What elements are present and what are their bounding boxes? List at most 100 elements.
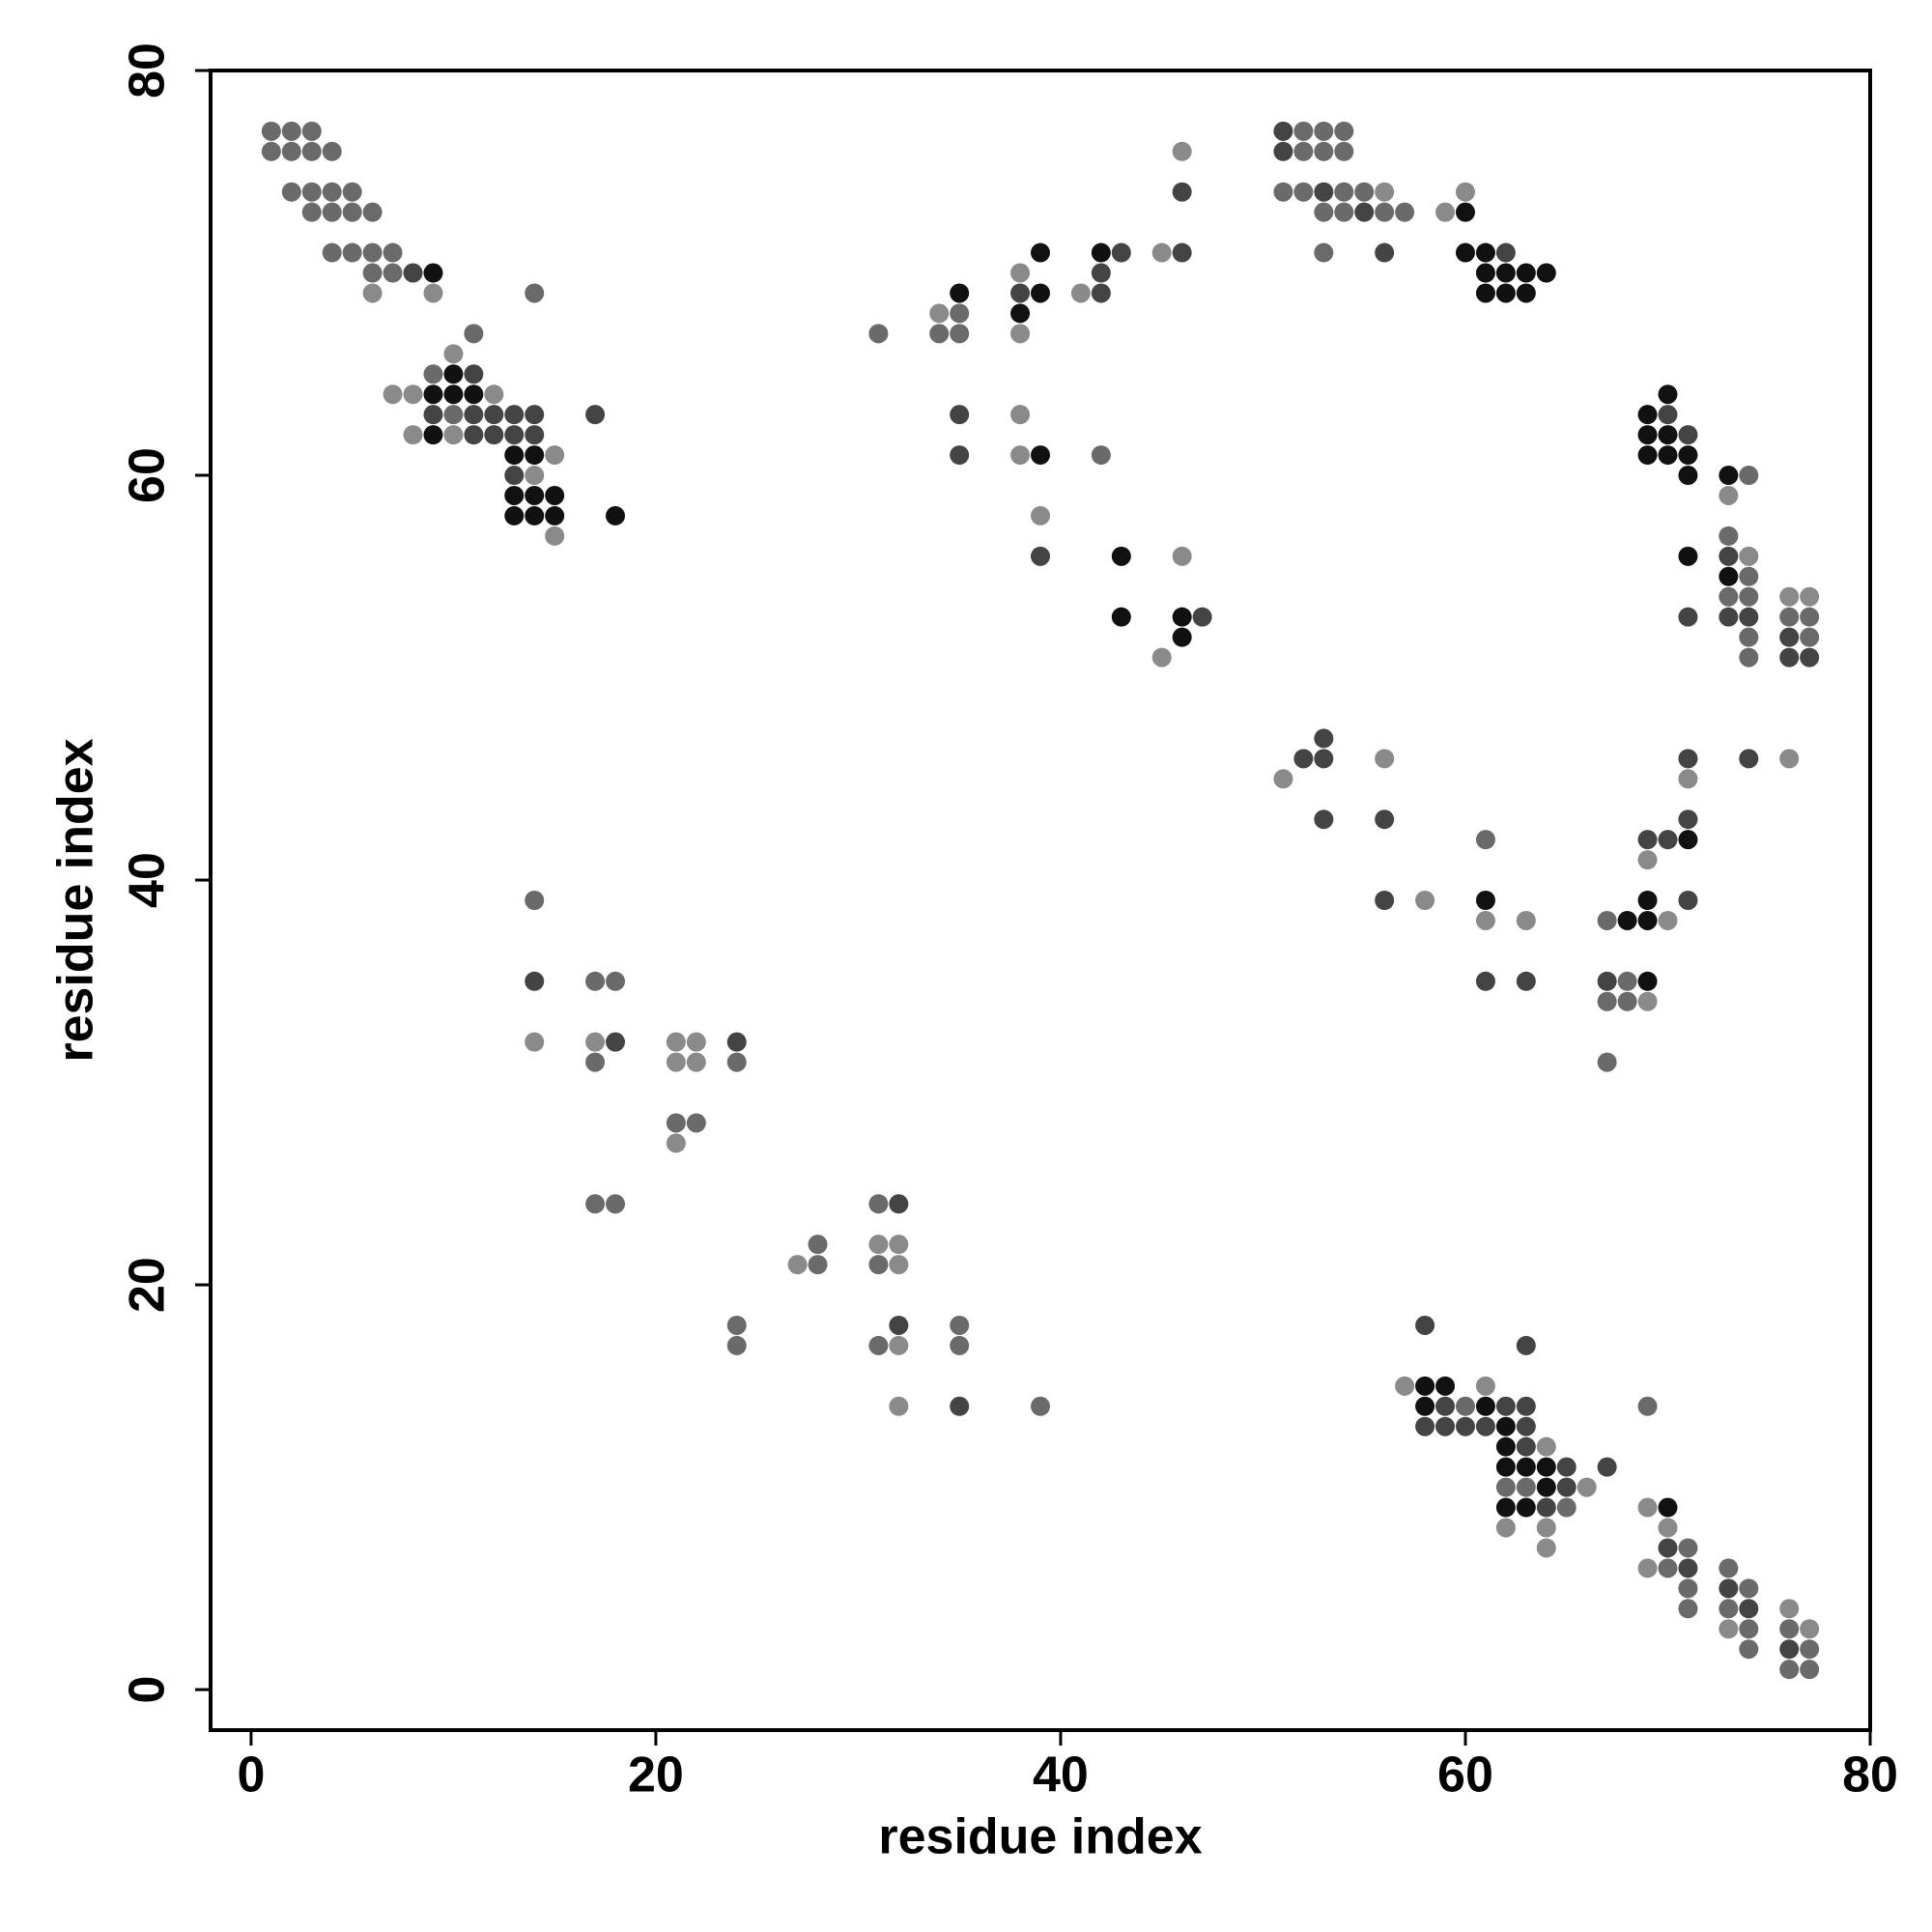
contact-point	[423, 283, 443, 303]
contact-point	[423, 405, 443, 425]
contact-point	[1779, 1599, 1800, 1619]
contact-point	[1739, 566, 1759, 586]
contact-point	[1010, 283, 1031, 303]
contact-point	[1516, 971, 1536, 991]
contact-point	[1800, 607, 1820, 627]
contact-point	[889, 1235, 909, 1255]
contact-point	[950, 324, 970, 344]
contact-point	[1536, 1436, 1556, 1457]
contact-point	[1495, 1436, 1516, 1457]
contact-point	[1314, 121, 1334, 141]
contact-point	[1637, 891, 1658, 910]
contact-point	[1010, 324, 1031, 344]
contact-point	[1435, 1416, 1456, 1436]
contact-point	[666, 1032, 686, 1052]
contact-point	[443, 344, 464, 364]
contact-point	[1395, 1376, 1415, 1396]
contact-point	[1293, 749, 1314, 769]
contact-point	[889, 1335, 909, 1355]
contact-point	[1779, 647, 1800, 668]
contact-point	[281, 182, 301, 202]
contact-point	[1719, 485, 1739, 505]
contact-point	[464, 405, 484, 425]
contact-point	[484, 405, 504, 425]
contact-point	[1637, 405, 1658, 425]
contact-point	[1495, 1457, 1516, 1477]
contact-point	[1658, 425, 1678, 445]
contact-point	[1556, 1457, 1577, 1477]
contact-point	[1334, 182, 1354, 202]
contact-point	[950, 405, 970, 425]
contact-point	[808, 1235, 828, 1255]
contact-point	[545, 485, 565, 505]
contact-point	[1678, 749, 1698, 769]
contact-point	[525, 466, 545, 486]
x-axis-label: residue index	[878, 1809, 1202, 1865]
contact-point	[666, 1113, 686, 1133]
contact-point	[1516, 1457, 1536, 1477]
y-axis-label: residue index	[48, 738, 104, 1062]
contact-point	[443, 425, 464, 445]
contact-point	[525, 485, 545, 505]
contact-point	[1091, 263, 1111, 283]
contact-point	[1172, 607, 1192, 627]
contact-point	[1719, 1578, 1739, 1599]
contact-point	[889, 1255, 909, 1275]
contact-point	[362, 202, 383, 222]
contact-point	[1800, 1660, 1820, 1680]
contact-point	[443, 405, 464, 425]
x-tick-label: 60	[1437, 1747, 1493, 1804]
contact-point	[1273, 769, 1293, 789]
contact-point	[1739, 607, 1759, 627]
contact-point	[1678, 810, 1698, 830]
contact-point	[1091, 283, 1111, 303]
contact-point	[1111, 546, 1131, 566]
contact-point	[929, 324, 950, 344]
contact-point	[1658, 1497, 1678, 1518]
contact-point	[1678, 1538, 1698, 1558]
contact-point	[1375, 202, 1395, 222]
contact-point	[1314, 242, 1334, 263]
contact-point	[585, 1032, 606, 1052]
contact-point	[342, 182, 362, 202]
contact-point	[950, 303, 970, 324]
contact-point	[1375, 810, 1395, 830]
contact-point	[1010, 263, 1031, 283]
contact-point	[1719, 1619, 1739, 1639]
contact-point	[525, 425, 545, 445]
contact-point	[1536, 263, 1556, 283]
contact-point	[1658, 1518, 1678, 1538]
contact-point	[726, 1335, 747, 1355]
contact-point	[1435, 202, 1456, 222]
contact-point	[1475, 910, 1495, 930]
contact-point	[950, 445, 970, 466]
contact-point	[1597, 1052, 1617, 1072]
contact-point	[1739, 546, 1759, 566]
contact-point	[403, 384, 423, 405]
contact-point	[1637, 445, 1658, 466]
contact-point	[525, 405, 545, 425]
contact-point	[1172, 546, 1192, 566]
contact-point	[1516, 283, 1536, 303]
contact-point	[606, 1194, 626, 1214]
contact-point	[1779, 627, 1800, 647]
contact-point	[868, 1194, 889, 1214]
contact-point	[585, 971, 606, 991]
contact-point	[1314, 728, 1334, 749]
contact-point	[726, 1052, 747, 1072]
contact-point	[1455, 1396, 1475, 1416]
y-tick-label: 80	[120, 43, 176, 99]
contact-point	[1516, 1335, 1536, 1355]
contact-point	[1779, 1639, 1800, 1660]
contact-point	[1597, 991, 1617, 1011]
contact-point	[1678, 1599, 1698, 1619]
contact-point	[1597, 971, 1617, 991]
contact-point	[1314, 141, 1334, 161]
contact-point	[1314, 202, 1334, 222]
contact-point	[525, 891, 545, 910]
contact-point	[322, 242, 342, 263]
contact-point	[950, 1315, 970, 1335]
contact-point	[686, 1032, 706, 1052]
contact-point	[464, 364, 484, 384]
contact-point	[322, 182, 342, 202]
